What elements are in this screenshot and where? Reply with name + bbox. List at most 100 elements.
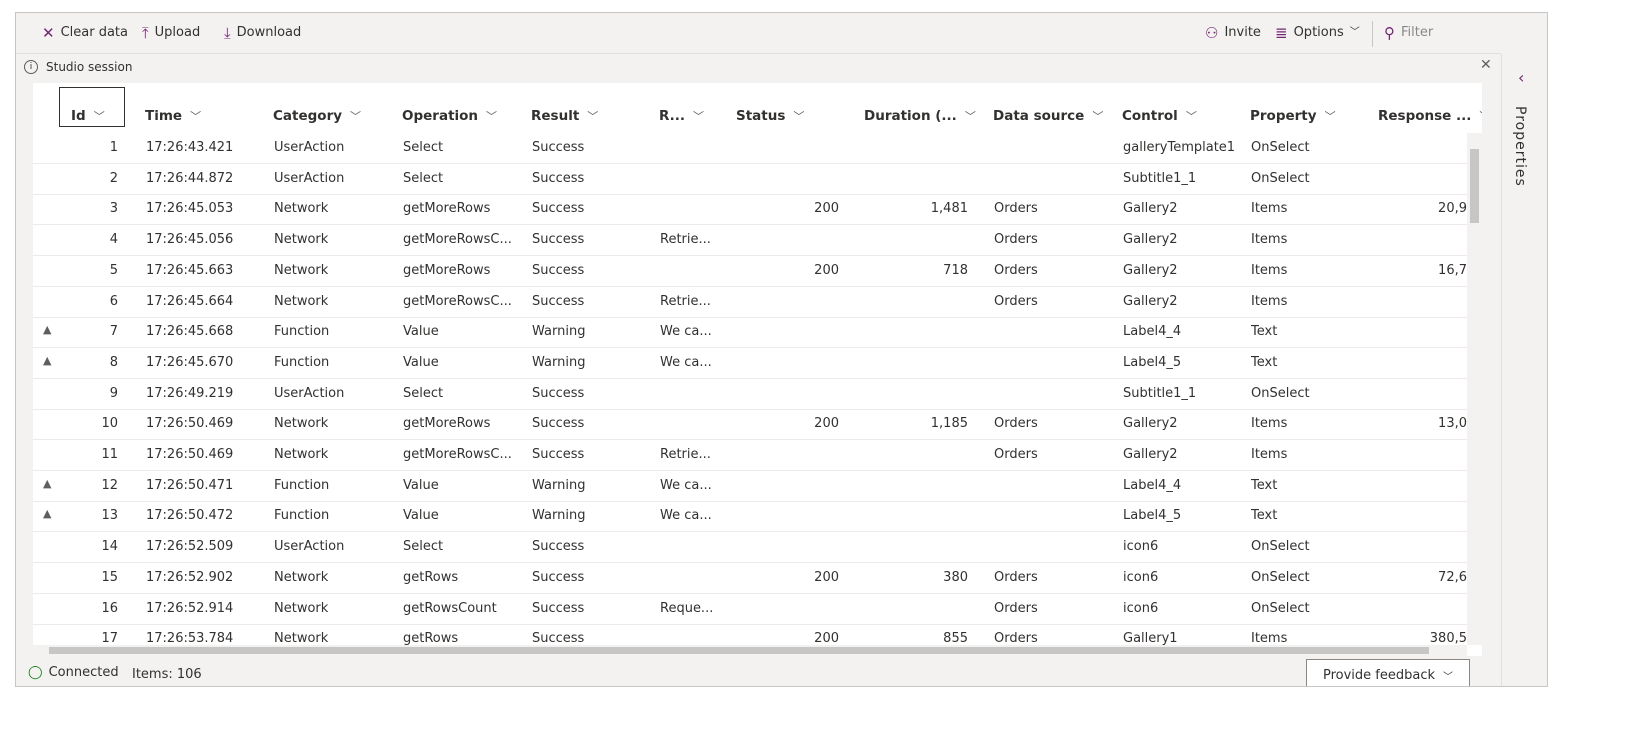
cell: 14 (101, 539, 118, 555)
cell: Success (532, 262, 585, 278)
table-row[interactable]: 15 17:26:52.902 Network getRows Success 200 38… (33, 563, 1467, 594)
table-row[interactable]: ▲ 13 17:26:50.472 Function Value Warning We ca… (33, 501, 1467, 533)
header-label: Time (145, 108, 183, 124)
download-button[interactable]: ⤓ Download (224, 24, 302, 42)
sort-chevron: ﹀ (1324, 110, 1336, 123)
cell: Success (532, 600, 585, 616)
table-row[interactable]: ▲ 8 17:26:45.670 Function Value Warning We ca.… (33, 348, 1467, 379)
cell: Items (1251, 201, 1288, 217)
header-label: Property (1250, 108, 1317, 124)
cell: Reque... (660, 600, 714, 616)
table-row[interactable]: ▲ 7 17:26:45.668 Function Value Warning We ca.… (33, 317, 1467, 349)
vertical-scrollbar[interactable] (1467, 133, 1482, 645)
cell: getRows (403, 569, 459, 585)
column-header[interactable]: Status ﹀ (736, 108, 804, 124)
close-button[interactable]: ✕ (1480, 57, 1492, 73)
cell: UserAction (274, 385, 345, 401)
cell: Network (274, 293, 329, 309)
cell: getMoreRowsC... (403, 293, 512, 309)
column-header[interactable]: Category ﹀ (273, 108, 361, 124)
cell: We ca... (660, 508, 712, 524)
cell: 1,185 (930, 416, 968, 432)
table-row[interactable]: 3 17:26:45.053 Network getMoreRows Success 20… (33, 194, 1467, 226)
column-header[interactable]: Control ﹀ (1122, 108, 1197, 124)
cell: 718 (943, 262, 968, 278)
cell: Success (532, 385, 585, 401)
connection-status: ◯ Connected (28, 665, 119, 680)
column-header[interactable]: Property ﹀ (1250, 108, 1336, 124)
table-row[interactable]: 14 17:26:52.509 UserAction Select Success ico… (33, 532, 1467, 564)
column-header[interactable]: Operation ﹀ (402, 108, 497, 124)
cell: 17 (101, 631, 118, 645)
table-row[interactable]: 9 17:26:49.219 UserAction Select Success Subt… (33, 379, 1467, 410)
column-header[interactable]: R... ﹀ (659, 108, 704, 124)
warning-icon: ▲ (43, 353, 52, 367)
column-header[interactable]: Id ﹀ (71, 108, 105, 124)
table-row[interactable]: 1 17:26:43.421 UserAction Select Success gall… (33, 133, 1467, 164)
horizontal-scrollbar[interactable] (33, 645, 1467, 656)
invite-button[interactable]: ⚇ Invite (1205, 24, 1261, 42)
session-label: Studio session (46, 60, 133, 74)
cell: Value (403, 354, 439, 370)
cell: Orders (994, 293, 1038, 309)
cell: Gallery2 (1123, 201, 1178, 217)
cell: Orders (994, 201, 1038, 217)
cell: 16,7 (1438, 262, 1467, 278)
cell: 17:26:45.670 (146, 354, 234, 370)
cell: Function (274, 354, 330, 370)
table-row[interactable]: 10 17:26:50.469 Network getMoreRows Success 2… (33, 409, 1467, 441)
table-row[interactable]: 6 17:26:45.664 Network getMoreRowsC... Succe… (33, 287, 1467, 318)
clear-data-button[interactable]: ✕ Clear data (42, 24, 128, 42)
cell: 17:26:50.472 (146, 508, 234, 524)
feedback-button[interactable]: Provide feedback ﹀ (1306, 659, 1470, 686)
cell: Text (1251, 354, 1278, 370)
cell: Label4_4 (1123, 477, 1182, 493)
cell: Function (274, 477, 330, 493)
table-row[interactable]: 11 17:26:50.469 Network getMoreRowsC... Succ… (33, 440, 1467, 471)
table-row[interactable]: 16 17:26:52.914 Network getRowsCount Success… (33, 594, 1467, 625)
cell: 17:26:45.663 (146, 262, 234, 278)
table-row[interactable]: ▲ 12 17:26:50.471 Function Value Warning We ca… (33, 471, 1467, 502)
cell: Value (403, 324, 439, 340)
cell: Orders (994, 631, 1038, 645)
collapse-button[interactable]: ‹ (1518, 68, 1525, 87)
cell: 200 (814, 631, 839, 645)
cell: Gallery2 (1123, 232, 1178, 248)
cell: Text (1251, 477, 1278, 493)
column-header[interactable]: Data source ﹀ (993, 108, 1103, 124)
label: Invite (1224, 25, 1261, 40)
cell: Success (532, 293, 585, 309)
cell: Warning (532, 508, 586, 524)
cell: We ca... (660, 324, 712, 340)
cell: Orders (994, 447, 1038, 462)
column-header[interactable]: Time ﹀ (145, 108, 201, 124)
column-header[interactable]: Response ... ﹀ (1378, 108, 1482, 124)
column-header[interactable]: Duration (... ﹀ (864, 108, 976, 124)
column-header[interactable]: Result ﹀ (531, 108, 598, 124)
table-row[interactable]: 5 17:26:45.663 Network getMoreRows Success 20… (33, 256, 1467, 287)
header-label: Data source (993, 108, 1085, 124)
cell: Orders (994, 569, 1038, 585)
placeholder: Filter (1401, 25, 1434, 40)
table-row[interactable]: 4 17:26:45.056 Network getMoreRowsC... Succe… (33, 225, 1467, 257)
cell: Network (274, 447, 329, 462)
upload-button[interactable]: ⤒ Upload (142, 24, 201, 42)
filter-box[interactable]: ⚲ Filter (1384, 24, 1434, 42)
cell: 17:26:52.509 (146, 539, 234, 555)
cell: 200 (814, 416, 839, 432)
sort-chevron: ﹀ (93, 110, 105, 123)
cell: Success (532, 447, 585, 462)
table-row[interactable]: 2 17:26:44.872 UserAction Select Success Subt… (33, 164, 1467, 195)
cell: Subtitle1_1 (1123, 385, 1197, 401)
cell: Network (274, 262, 329, 278)
cell: 200 (814, 201, 839, 217)
options-button[interactable]: ≣ Options ﹀ (1275, 24, 1360, 42)
table-row[interactable]: 17 17:26:53.784 Network getRows Success 200 85… (33, 624, 1467, 645)
session-bar: i Studio session (24, 60, 132, 74)
cell: 2 (109, 170, 118, 186)
sort-chevron: ﹀ (486, 110, 498, 123)
cell: Select (403, 385, 444, 401)
cell: Items (1251, 416, 1288, 432)
label: Clear data (60, 25, 128, 40)
